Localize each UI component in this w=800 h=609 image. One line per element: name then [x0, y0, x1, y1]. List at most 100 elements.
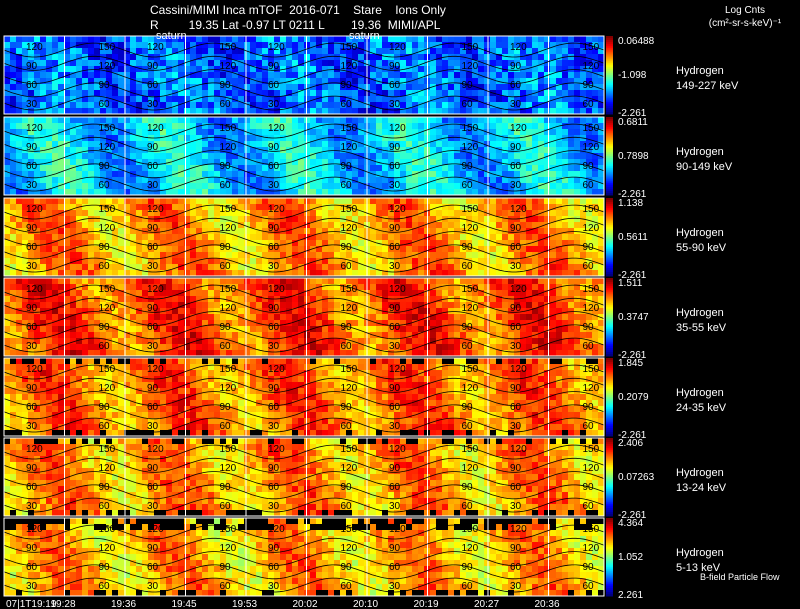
heatmap-cell [172, 320, 179, 327]
heatmap-cell [400, 153, 407, 160]
colorbar-segment [606, 86, 613, 90]
heatmap-cell [202, 147, 209, 154]
heatmap-cell [166, 278, 173, 285]
heatmap-cell [544, 78, 551, 85]
heatmap-cell [10, 141, 17, 148]
heatmap-cell [286, 189, 293, 196]
heatmap-cell [586, 183, 593, 190]
heatmap-cell [454, 270, 461, 277]
heatmap-cell [520, 42, 527, 49]
heatmap-cell [310, 222, 317, 229]
heatmap-cell [52, 314, 59, 321]
heatmap-cell [208, 42, 215, 49]
heatmap-cell [292, 72, 299, 79]
heatmap-cell [220, 240, 227, 247]
heatmap-cell [328, 129, 335, 136]
heatmap-cell [352, 96, 359, 103]
heatmap-cell [412, 72, 419, 79]
heatmap-cell [202, 290, 209, 297]
heatmap-cell [40, 278, 47, 285]
heatmap-cell [544, 90, 551, 97]
heatmap-cell [370, 147, 377, 154]
heatmap-cell [178, 338, 185, 345]
heatmap-cell [28, 72, 35, 79]
heatmap-cell [538, 216, 545, 223]
heatmap-cell [484, 36, 491, 43]
heatmap-cell [148, 320, 155, 327]
heatmap-cell [136, 165, 143, 172]
heatmap-cell [106, 36, 113, 43]
heatmap-cell [430, 183, 437, 190]
heatmap-cell [478, 66, 485, 73]
heatmap-cell [142, 171, 149, 178]
heatmap-cell [340, 117, 347, 124]
heatmap-cell [22, 60, 29, 67]
heatmap-cell [124, 54, 131, 61]
heatmap-cell [388, 147, 395, 154]
heatmap-cell [340, 234, 347, 241]
heatmap-cell [112, 278, 119, 285]
heatmap-cell [190, 326, 197, 333]
heatmap-cell [502, 246, 509, 253]
heatmap-cell [10, 278, 17, 285]
heatmap-cell [88, 183, 95, 190]
heatmap-cell [394, 222, 401, 229]
contour-label: 120 [510, 204, 527, 215]
heatmap-cell [520, 153, 527, 160]
heatmap-cell [244, 54, 251, 61]
heatmap-cell [340, 332, 347, 339]
heatmap-cell [370, 78, 377, 85]
heatmap-cell [466, 270, 473, 277]
pitch-angle-contour [3, 55, 605, 71]
heatmap-cell [112, 54, 119, 61]
heatmap-cell [52, 308, 59, 315]
heatmap-cell [370, 60, 377, 67]
heatmap-cell [10, 96, 17, 103]
heatmap-cell [100, 240, 107, 247]
heatmap-cell [598, 258, 605, 265]
heatmap-cell [154, 90, 161, 97]
heatmap-cell [112, 216, 119, 223]
heatmap-cell [556, 258, 563, 265]
heatmap-cell [70, 308, 77, 315]
heatmap-cell [28, 78, 35, 85]
heatmap-cell [154, 183, 161, 190]
heatmap-cell [214, 326, 221, 333]
heatmap-cell [496, 84, 503, 91]
heatmap-cell [454, 84, 461, 91]
heatmap-cell [442, 222, 449, 229]
heatmap-cell [508, 228, 515, 235]
heatmap-cell [382, 108, 389, 115]
heatmap-cell [232, 204, 239, 211]
heatmap-cell [238, 66, 245, 73]
heatmap-cell [178, 240, 185, 247]
heatmap-cell [214, 165, 221, 172]
heatmap-cell [46, 204, 53, 211]
heatmap-cell [196, 344, 203, 351]
heatmap-cell [580, 270, 587, 277]
heatmap-cell [256, 129, 263, 136]
heatmap-cell [16, 198, 23, 205]
heatmap-cell [562, 102, 569, 109]
heatmap-cell [94, 234, 101, 241]
heatmap-cell [358, 210, 365, 217]
heatmap-cell [316, 270, 323, 277]
heatmap-cell [82, 228, 89, 235]
heatmap-cell [418, 72, 425, 79]
heatmap-cell [376, 96, 383, 103]
heatmap-cell [352, 171, 359, 178]
heatmap-cell [172, 210, 179, 217]
heatmap-cell [46, 308, 53, 315]
heatmap-cell [148, 240, 155, 247]
heatmap-cell [220, 222, 227, 229]
heatmap-cell [208, 171, 215, 178]
heatmap-cell [76, 36, 83, 43]
heatmap-cell [244, 165, 251, 172]
heatmap-cell [142, 177, 149, 184]
colorbar-min-label: -2.261 [618, 189, 647, 200]
heatmap-cell [52, 344, 59, 351]
heatmap-cell [586, 270, 593, 277]
heatmap-cell [250, 48, 257, 55]
heatmap-cell [268, 102, 275, 109]
heatmap-cell [28, 308, 35, 315]
